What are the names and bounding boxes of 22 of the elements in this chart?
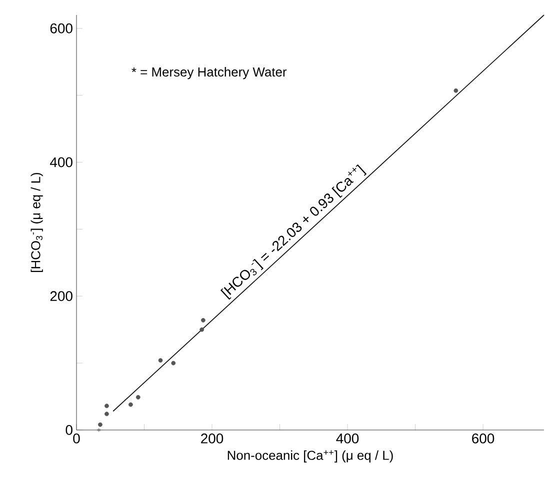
y-tick-label: 600: [50, 23, 72, 34]
point: [98, 422, 102, 427]
point: [201, 318, 206, 322]
point: [128, 402, 133, 407]
y-tick-label: 400: [50, 157, 72, 168]
x-tick-label: 0: [73, 434, 80, 444]
point: [104, 412, 109, 416]
point: [136, 395, 140, 400]
y-tick-label: 200: [50, 291, 72, 302]
point: [200, 327, 204, 332]
point: [96, 428, 101, 432]
x-axis-title: Non-oceanic [Ca$^{++}$] (μ eq / L): [228, 450, 393, 462]
x-tick-label: 400: [336, 434, 359, 444]
x-tick-label: 200: [201, 434, 224, 444]
point: [158, 358, 163, 363]
point: [104, 404, 109, 408]
point: [171, 360, 176, 366]
x-tick-label: 600: [472, 434, 494, 444]
y-tick-label: 0: [66, 425, 72, 435]
annotation: * = Mersey Hatchery Water: [132, 67, 287, 80]
y-axis-title: [HCO$_{3}$$^{-}$] (μ eq / L): [30, 172, 43, 272]
point: [454, 88, 458, 93]
